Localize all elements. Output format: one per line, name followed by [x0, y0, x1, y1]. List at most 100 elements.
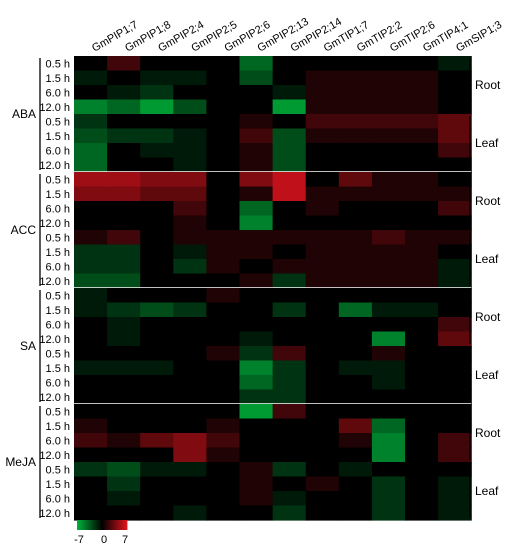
heatmap-cell — [338, 447, 373, 463]
heatmap-cell — [239, 476, 274, 492]
colorbar-swatch — [110, 520, 112, 530]
heatmap-cell — [305, 288, 340, 304]
heatmap-cell — [239, 433, 274, 449]
heatmap-cell — [206, 273, 241, 289]
heatmap-cell — [438, 259, 472, 275]
heatmap-cell — [74, 418, 108, 434]
heatmap-cell — [438, 244, 472, 260]
heatmap-cell — [438, 331, 472, 347]
heatmap-cell — [405, 201, 439, 217]
heatmap-cell — [206, 505, 241, 521]
heatmap-cell — [173, 491, 207, 507]
heatmap-cell — [173, 404, 207, 420]
heatmap-cell — [338, 201, 373, 217]
heatmap-cell — [338, 418, 373, 434]
heatmap-cell — [206, 447, 241, 463]
heatmap-cell — [272, 404, 307, 420]
heatmap-cell — [405, 215, 439, 231]
colorbar-swatch — [108, 520, 110, 530]
heatmap-cell — [206, 360, 241, 376]
time-label: 1.5 h — [46, 305, 70, 317]
colorbar-swatch — [98, 520, 100, 530]
heatmap-cell — [338, 360, 373, 376]
heatmap-cell — [107, 346, 141, 362]
heatmap-cell — [371, 447, 406, 463]
heatmap-cell — [272, 273, 307, 289]
heatmap-cell — [371, 418, 406, 434]
heatmap-cell — [438, 462, 472, 478]
colorbar-swatch — [122, 520, 124, 530]
heatmap-cell — [305, 302, 340, 318]
heatmap-cell — [140, 244, 174, 260]
colorbar-swatch — [92, 520, 94, 530]
colorbar-swatch — [99, 520, 101, 530]
colorbar-swatch — [84, 520, 86, 530]
heatmap-cell — [206, 491, 241, 507]
heatmap-cell — [74, 447, 108, 463]
heatmap-cell — [140, 346, 174, 362]
time-label: 1.5 h — [46, 131, 70, 143]
heatmap-cell — [239, 215, 274, 231]
heatmap-cell — [74, 288, 108, 304]
time-label: 0.5 h — [46, 464, 70, 476]
time-label: 1.5 h — [46, 363, 70, 375]
colorbar-swatch — [101, 520, 103, 530]
colorbar-swatch — [116, 520, 118, 530]
heatmap-cell — [206, 201, 241, 217]
heatmap-cell — [438, 56, 472, 72]
heatmap-cell — [438, 172, 472, 188]
colorbar-swatch — [82, 520, 84, 530]
heatmap-cell — [338, 331, 373, 347]
heatmap-cell — [272, 418, 307, 434]
heatmap-cell — [140, 476, 174, 492]
heatmap-cell — [107, 447, 141, 463]
heatmap-cell — [239, 143, 274, 159]
heatmap-cell — [305, 418, 340, 434]
heatmap-cell — [305, 143, 340, 159]
heatmap-cell — [405, 476, 439, 492]
heatmap-cell — [438, 128, 472, 144]
heatmap-cell — [272, 186, 307, 202]
heatmap-cell — [438, 186, 472, 202]
tissue-label: Root — [475, 194, 501, 208]
heatmap-cell — [206, 85, 241, 101]
heatmap-cell — [206, 462, 241, 478]
heatmap-cell — [405, 230, 439, 246]
heatmap-cell — [305, 476, 340, 492]
heatmap-cell — [74, 302, 108, 318]
heatmap-cell — [206, 346, 241, 362]
heatmap-cell — [371, 389, 406, 405]
colorbar-swatch — [89, 520, 91, 530]
heatmap-cell — [206, 99, 241, 115]
heatmap-cell — [74, 99, 108, 115]
heatmap-cell — [140, 389, 174, 405]
heatmap-cell — [338, 186, 373, 202]
heatmap-cell — [405, 143, 439, 159]
heatmap-cell — [272, 389, 307, 405]
heatmap-cell — [272, 143, 307, 159]
heatmap-cell — [140, 215, 174, 231]
heatmap-cell — [107, 157, 141, 173]
tissue-label: Leaf — [475, 136, 499, 150]
time-label: 12.0 h — [39, 334, 70, 346]
colorbar-swatch — [78, 520, 80, 530]
heatmap-cell — [140, 114, 174, 130]
heatmap-cell — [405, 462, 439, 478]
heatmap-cell — [405, 56, 439, 72]
heatmap-cell — [305, 404, 340, 420]
heatmap-cell — [239, 273, 274, 289]
time-label: 0.5 h — [46, 58, 70, 70]
heatmap-cell — [371, 288, 406, 304]
heatmap-cell — [107, 128, 141, 144]
colorbar-swatch — [94, 520, 96, 530]
heatmap-cell — [239, 505, 274, 521]
colorbar-swatch — [112, 520, 114, 530]
heatmap-cell — [405, 186, 439, 202]
time-label: 0.5 h — [46, 232, 70, 244]
time-label: 6.0 h — [46, 435, 70, 447]
heatmap-cell — [272, 259, 307, 275]
heatmap-cell — [173, 70, 207, 86]
heatmap-cell — [305, 85, 340, 101]
